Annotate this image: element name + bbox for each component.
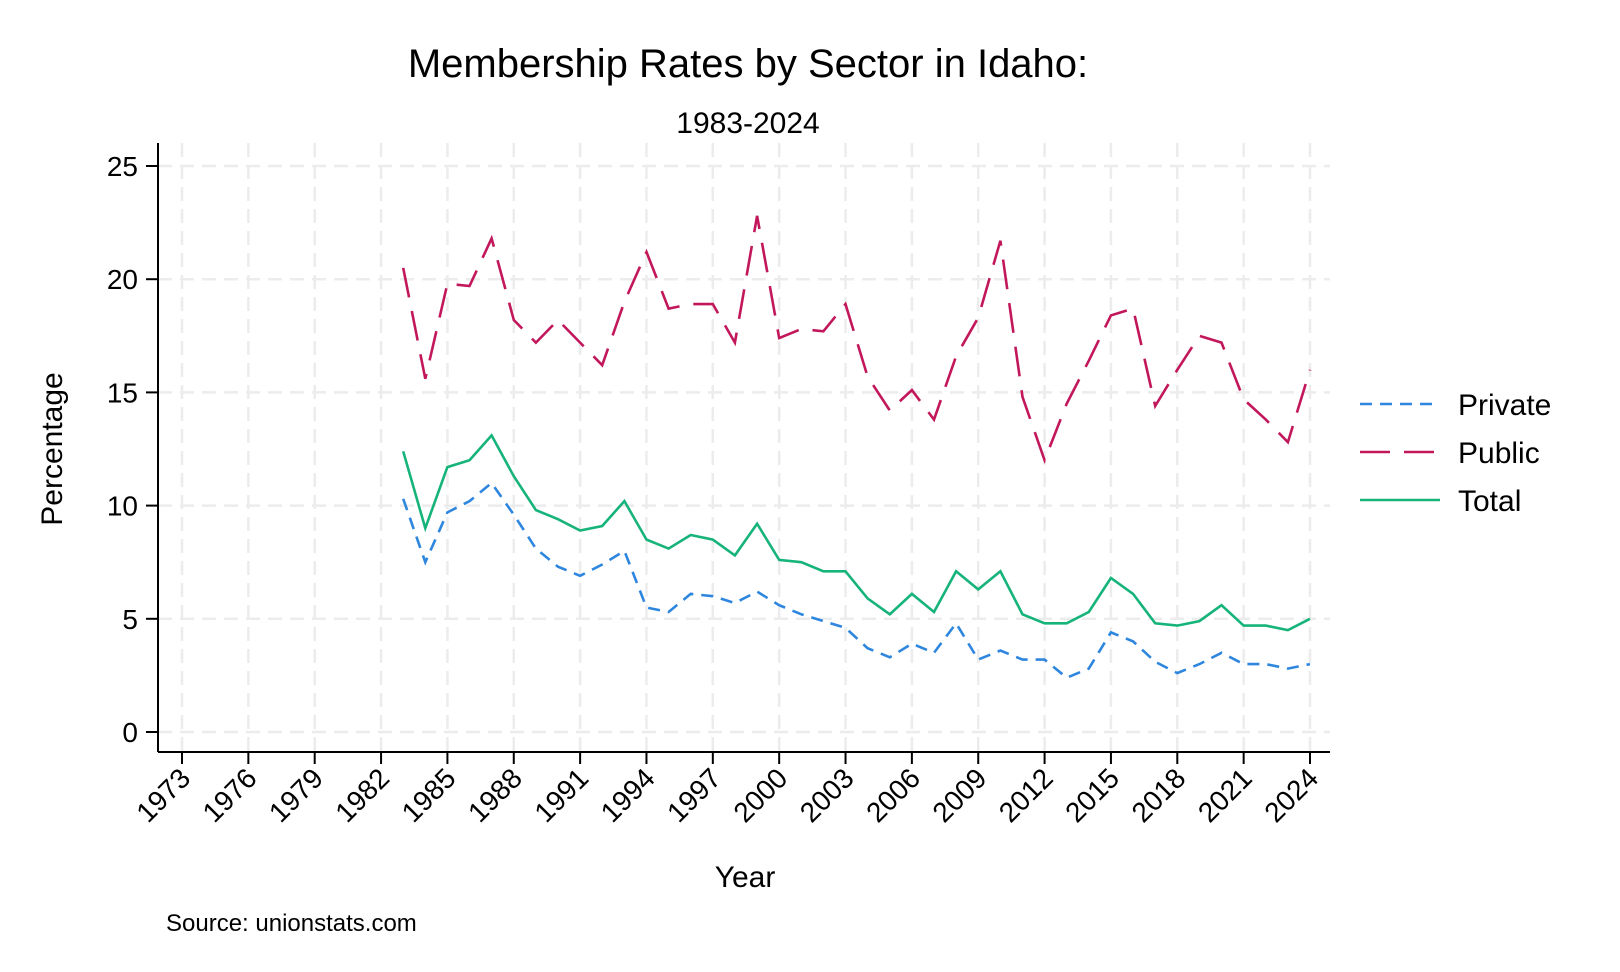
x-tick-label: 1988 [462,762,528,828]
x-tick-label: 2003 [794,762,860,828]
source-note: Source: unionstats.com [166,910,417,937]
x-tick-label: 1982 [329,762,395,828]
legend-label-total: Total [1458,485,1521,518]
legend-label-public: Public [1458,437,1540,470]
x-axis-ticks: 1973 1976 1979 1982 1985 1988 1991 1994 1997 2000… [130,752,1324,828]
series-line-private [401,481,1311,680]
y-axis-title: Percentage [36,372,69,525]
chart-subtitle: 1983-2024 [676,107,819,140]
series-line-public [401,215,1312,465]
x-tick-label: 1973 [130,762,196,828]
x-tick-label: 2021 [1192,762,1258,828]
y-axis-ticks: 0 5 10 15 20 25 [107,151,158,748]
x-tick-label: 2000 [727,762,793,828]
y-tick-label: 15 [107,377,138,408]
x-axis-title: Year [715,861,776,894]
legend-label-private: Private [1458,389,1551,422]
x-tick-label: 2018 [1126,762,1192,828]
chart-title: Membership Rates by Sector in Idaho: [408,42,1088,86]
y-tick-label: 20 [107,264,138,295]
x-tick-label: 1994 [595,762,661,828]
grid [158,143,1330,752]
x-tick-label: 1976 [197,762,263,828]
series-line-total [401,433,1311,632]
legend: Private Public Total [1360,389,1551,518]
y-tick-label: 0 [122,717,138,748]
x-tick-label: 2006 [860,762,926,828]
x-tick-label: 2015 [1059,762,1125,828]
x-tick-label: 1997 [661,762,727,828]
y-tick-label: 5 [122,604,138,635]
y-tick-label: 25 [107,151,138,182]
x-tick-label: 2024 [1258,762,1324,828]
y-tick-label: 10 [107,491,138,522]
x-tick-label: 1985 [396,762,462,828]
series-lines [401,215,1312,680]
x-tick-label: 1979 [263,762,329,828]
x-tick-label: 1991 [528,762,594,828]
x-tick-label: 2012 [993,762,1059,828]
x-tick-label: 2009 [927,762,993,828]
